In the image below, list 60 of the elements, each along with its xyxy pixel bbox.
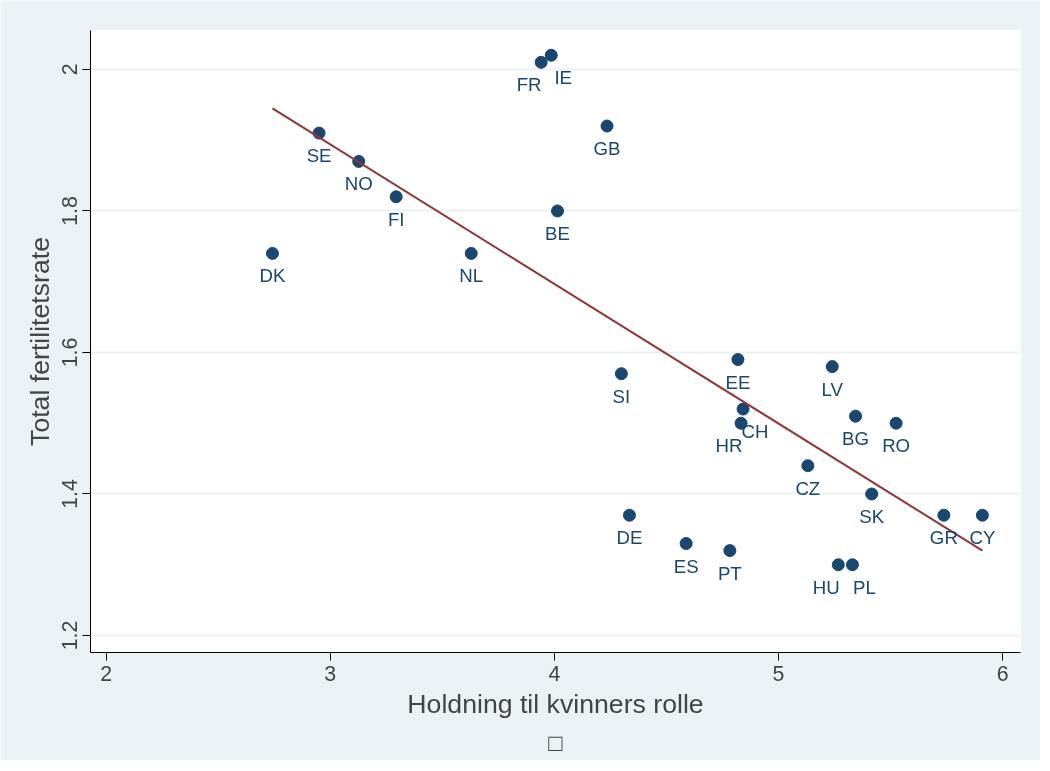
- annotation: FR: [516, 74, 542, 96]
- point: [389, 190, 403, 204]
- point: [845, 558, 859, 572]
- point: [975, 508, 989, 522]
- annotation: ES: [673, 555, 699, 577]
- annotation: CH: [741, 421, 769, 443]
- annotation: BE: [545, 222, 570, 244]
- point: [889, 416, 903, 430]
- point: [622, 508, 636, 522]
- point: [614, 367, 628, 381]
- annotation: SI: [612, 385, 631, 407]
- annotation: GR: [929, 527, 958, 549]
- annotation: HR: [715, 435, 743, 457]
- text: □: [548, 728, 564, 756]
- annotation: LV: [821, 378, 844, 400]
- point: [544, 48, 558, 62]
- y-axis-title: Total fertilitetsrate: [24, 237, 55, 446]
- x-tick-label: 2: [100, 661, 113, 686]
- x-tick-label: 5: [772, 661, 785, 686]
- annotation: GB: [593, 138, 621, 160]
- x-tick-label: 6: [996, 661, 1009, 686]
- point: [849, 409, 863, 423]
- point: [865, 487, 879, 501]
- annotation: NL: [459, 265, 484, 287]
- x-tick-label: 4: [548, 661, 561, 686]
- point: [736, 402, 750, 416]
- point: [731, 353, 745, 367]
- annotation: CY: [969, 527, 996, 549]
- point: [825, 360, 839, 374]
- point: [723, 544, 737, 558]
- point: [464, 246, 478, 260]
- y-tick-label: 1.8: [58, 196, 83, 226]
- annotation: PL: [853, 576, 876, 598]
- annotation: DK: [259, 265, 286, 287]
- point: [600, 119, 614, 133]
- y-tick-label: 1.6: [58, 337, 83, 368]
- annotation: EE: [725, 371, 751, 393]
- point: [534, 55, 548, 69]
- y-tick-label: 1.4: [58, 479, 83, 509]
- point: [937, 508, 951, 522]
- point: [265, 246, 279, 260]
- annotation: RO: [882, 435, 911, 457]
- annotation: DE: [616, 527, 643, 549]
- y-tick-label: 2: [58, 63, 83, 76]
- point: [679, 537, 693, 551]
- point: [551, 204, 565, 218]
- x-tick-label: 3: [324, 661, 337, 686]
- annotation: FI: [387, 208, 405, 230]
- point: [831, 558, 845, 572]
- y-tick-label: 1.2: [58, 620, 83, 651]
- annotation: NO: [344, 173, 373, 195]
- x-axis-title: Holdning til kvinners rolle: [407, 688, 704, 719]
- annotation: BG: [842, 428, 870, 450]
- annotation: PT: [717, 562, 742, 584]
- annotation: IE: [554, 67, 573, 89]
- annotation: HU: [812, 576, 840, 598]
- annotation: SE: [306, 145, 332, 167]
- annotation: SK: [859, 505, 885, 527]
- annotation: CZ: [795, 477, 821, 499]
- point: [801, 459, 815, 473]
